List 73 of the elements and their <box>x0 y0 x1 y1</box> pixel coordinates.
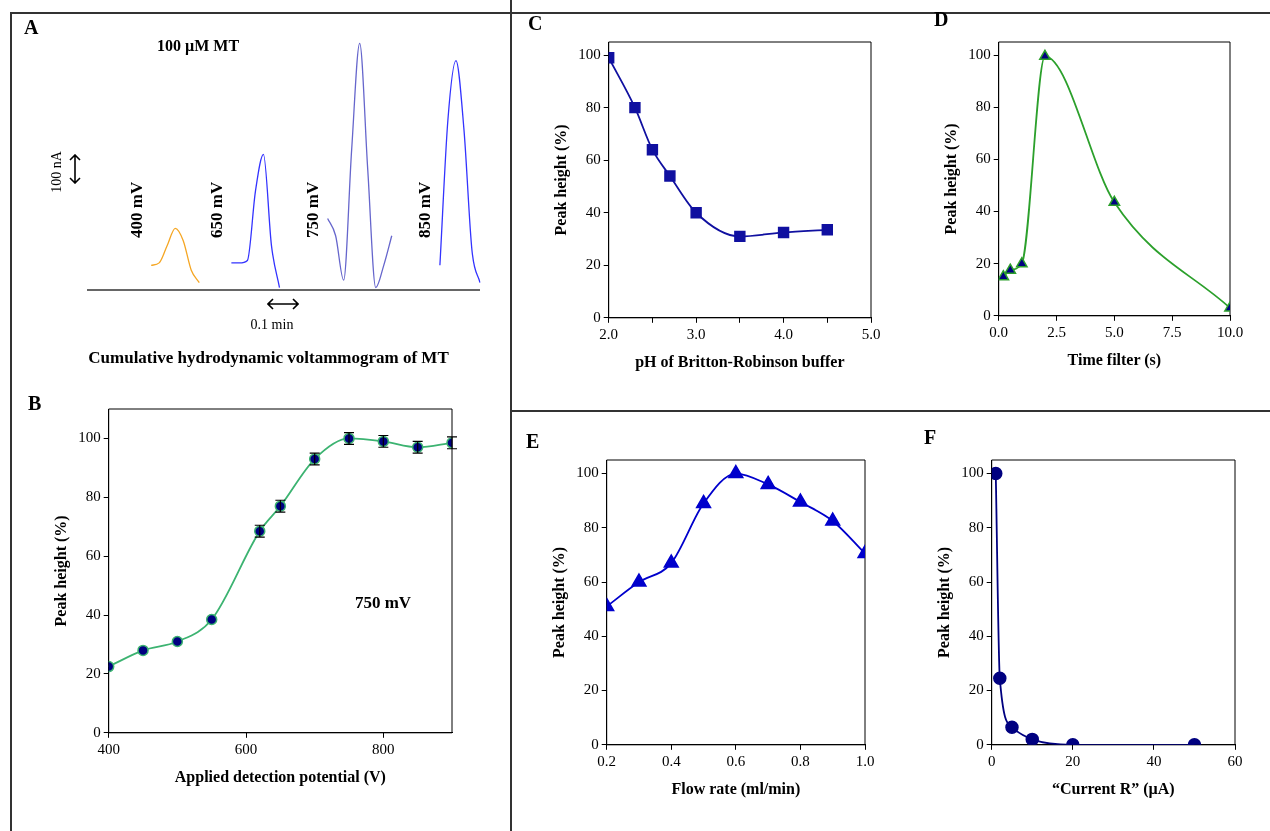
y-tick-label: 0 <box>983 306 991 323</box>
y-tick-label: 60 <box>585 151 601 168</box>
y-tick-label: 60 <box>85 547 101 564</box>
y-tick-label: 80 <box>85 488 101 505</box>
chart-title: F <box>924 426 937 448</box>
y-tick-label: 60 <box>975 150 991 167</box>
text: 0.1 min <box>250 316 294 332</box>
x-tick-label: 40 <box>1146 752 1162 769</box>
y-tick-label: 20 <box>85 664 101 681</box>
x-tick-label: 20 <box>1065 752 1081 769</box>
x-tick-label: 0.0 <box>989 323 1009 340</box>
y-tick-label: 20 <box>975 254 991 271</box>
chart-title: A <box>24 16 39 38</box>
x-tick-label: 1.0 <box>855 752 875 769</box>
y-tick-label: 40 <box>583 627 599 644</box>
text: 850 mV <box>415 181 435 238</box>
x-axis-title: Applied detection potential (V) <box>174 767 386 786</box>
text: 750 mV <box>303 181 322 238</box>
x-tick-label: 600 <box>234 740 258 757</box>
text: 100 nA <box>48 150 64 193</box>
x-axis-title: “Current R” (µA) <box>1052 779 1175 798</box>
y-tick-label: 100 <box>578 46 601 63</box>
x-tick-label: 7.5 <box>1162 323 1182 340</box>
y-tick-label: 40 <box>975 202 991 219</box>
y-tick-label: 60 <box>968 572 984 589</box>
x-tick-label: 0.6 <box>726 752 746 769</box>
x-axis-title: pH of Britton-Robinson buffer <box>635 352 845 371</box>
y-tick-label: 40 <box>85 605 101 622</box>
y-tick-label: 100 <box>78 429 101 446</box>
chart-title: C <box>528 12 543 34</box>
y-tick-label: 0 <box>93 723 101 740</box>
x-tick-label: 10.0 <box>1216 323 1244 340</box>
text: 400 mV <box>126 181 146 238</box>
y-axis-title: Peak height (%) <box>941 123 960 235</box>
y-tick-label: 40 <box>968 627 984 644</box>
y-axis-title: Peak height (%) <box>51 515 70 627</box>
x-tick-label: 0.4 <box>661 752 682 769</box>
y-tick-label: 40 <box>585 203 601 220</box>
x-tick-label: 5.0 <box>1104 323 1124 340</box>
annotation: 750 mV <box>354 593 412 613</box>
annotation: 100 µM MT <box>156 37 240 56</box>
y-tick-label: 0 <box>593 308 601 325</box>
x-tick-label: 400 <box>97 740 120 757</box>
y-tick-label: 20 <box>583 681 599 698</box>
y-tick-label: 100 <box>961 464 984 481</box>
x-tick-label: 4.0 <box>774 325 793 342</box>
y-tick-label: 80 <box>583 518 599 535</box>
x-tick-label: 3.0 <box>686 325 706 342</box>
y-axis-title: Peak height (%) <box>934 546 953 658</box>
y-tick-label: 80 <box>585 98 601 115</box>
chart-title: B <box>28 392 42 414</box>
x-axis-title: Flow rate (ml/min) <box>671 779 801 798</box>
y-tick-label: 100 <box>576 464 599 481</box>
y-axis-title: Peak height (%) <box>551 124 570 236</box>
y-tick-label: 80 <box>975 98 991 115</box>
x-axis-title: Cumulative hydrodynamic voltammogram of MT <box>88 348 450 368</box>
y-tick-label: 100 <box>968 45 991 62</box>
x-axis-title: Time filter (s) <box>1067 350 1162 369</box>
y-tick-label: 20 <box>585 256 601 273</box>
y-axis-title: Peak height (%) <box>549 546 568 658</box>
y-tick-label: 80 <box>968 518 984 535</box>
x-tick-label: 60 <box>1227 752 1243 769</box>
x-tick-label: 0.2 <box>597 752 617 769</box>
text: 650 mV <box>206 181 226 238</box>
x-tick-label: 2.0 <box>599 325 619 342</box>
chart-title: D <box>934 8 949 30</box>
x-tick-label: 2.5 <box>1047 323 1066 340</box>
x-tick-label: 5.0 <box>861 325 881 342</box>
x-tick-label: 0.8 <box>791 752 810 769</box>
y-tick-label: 60 <box>583 572 599 589</box>
y-tick-label: 20 <box>968 681 984 698</box>
chart-title: E <box>526 430 540 452</box>
x-tick-label: 800 <box>372 740 395 757</box>
